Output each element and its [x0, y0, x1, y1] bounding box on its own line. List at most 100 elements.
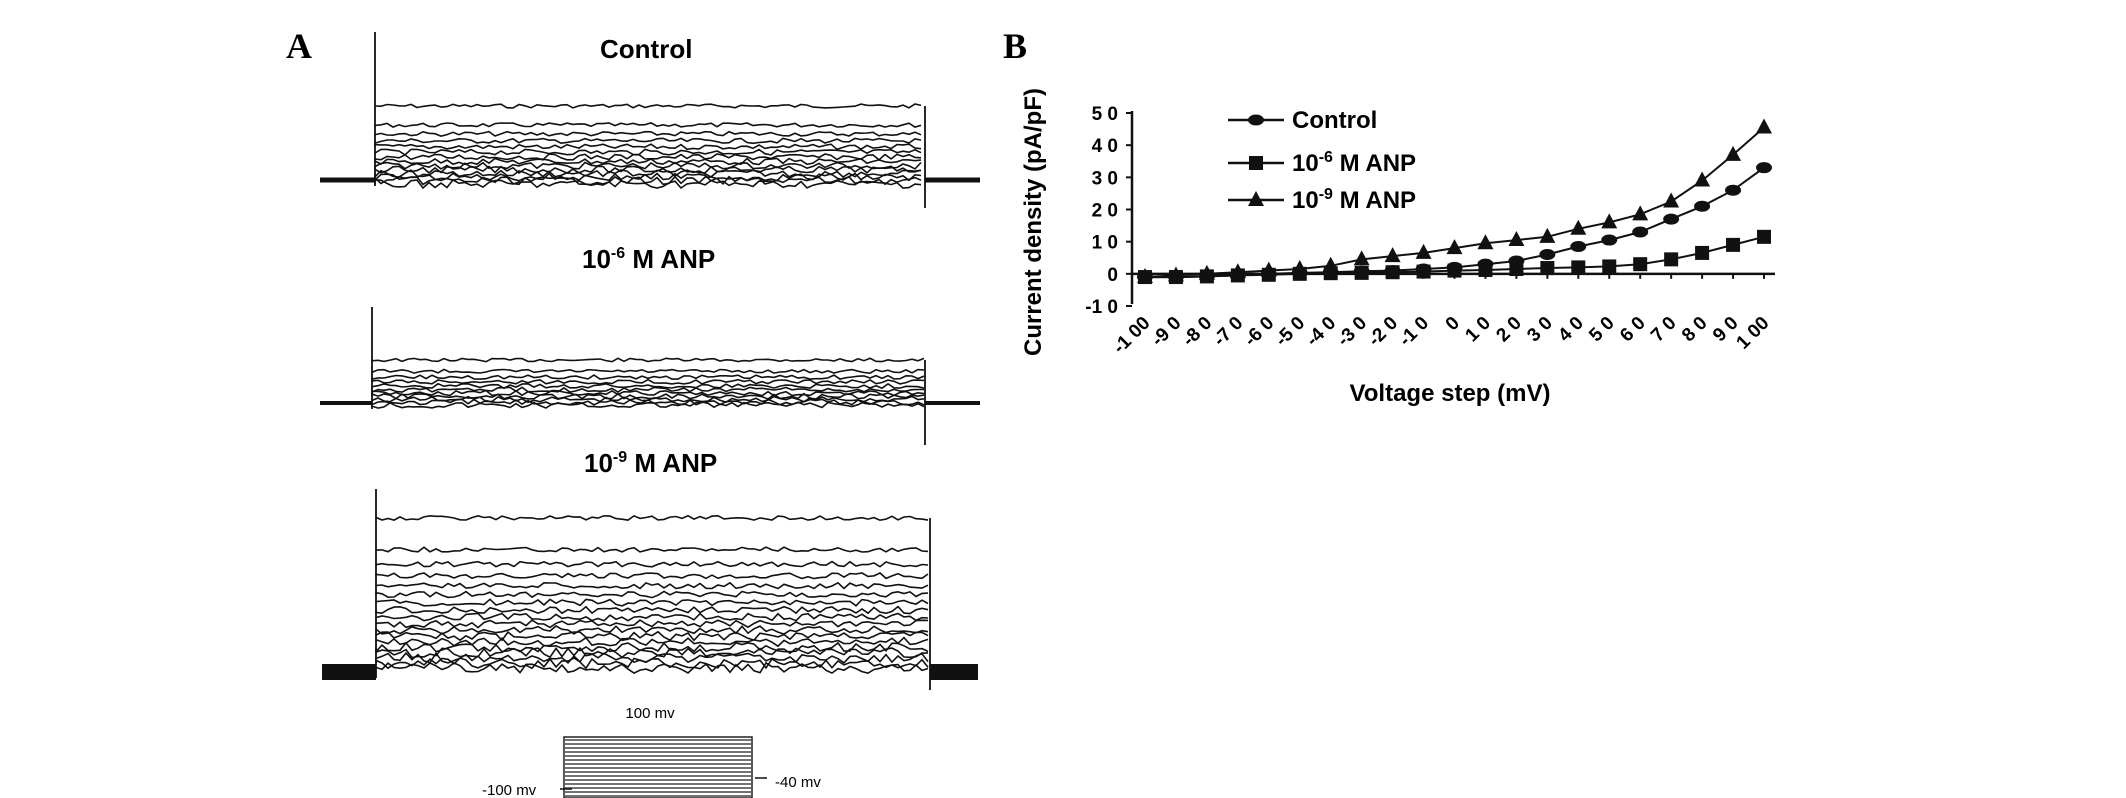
data-point-triangle	[1539, 227, 1556, 243]
chart-tick-labels: -1 001 02 03 04 05 0-1 00-9 0-8 0-7 0-6 …	[1085, 104, 1773, 358]
current-trace	[374, 157, 922, 166]
data-point-square	[1509, 262, 1524, 277]
current-trace	[375, 619, 929, 629]
trace-title-anp-9: 10-9 M ANP	[584, 448, 717, 478]
legend-marker-triangle	[1248, 191, 1264, 206]
current-traces-control	[320, 32, 980, 208]
data-point-triangle	[1198, 264, 1215, 280]
data-point-triangle	[1291, 260, 1308, 276]
trace-title-control: Control	[600, 34, 692, 64]
current-trace	[375, 636, 929, 648]
chart-legend: Control 10-6 M ANP 10-9 M ANP	[1228, 107, 1416, 214]
y-tick-label: 3 0	[1092, 168, 1118, 189]
data-point-square	[1695, 245, 1710, 260]
current-trace	[371, 374, 925, 381]
current-trace	[375, 661, 929, 675]
x-tick-label: -1 0	[1395, 313, 1433, 351]
x-tick-label: 8 0	[1678, 313, 1712, 347]
protocol-left-label: -100 mv	[482, 782, 537, 798]
current-trace	[375, 546, 929, 553]
current-trace	[374, 148, 922, 156]
panel-b-letter: B	[1003, 26, 1027, 66]
data-point-triangle	[1508, 231, 1525, 247]
x-tick-label: 4 0	[1554, 313, 1588, 347]
data-point-triangle	[1229, 263, 1246, 279]
y-axis-title: Current density (pA/pF)	[1020, 88, 1047, 356]
data-point-triangle	[1632, 205, 1649, 221]
current-trace	[375, 560, 929, 568]
data-point-triangle	[1137, 268, 1153, 284]
x-tick-label: 1 0	[1461, 313, 1495, 347]
x-tick-label: -8 0	[1178, 313, 1216, 351]
current-trace	[371, 386, 924, 394]
x-tick-label: -9 0	[1147, 313, 1185, 351]
chart-series	[1137, 118, 1772, 285]
panel-a-letter: A	[286, 26, 312, 66]
current-trace	[374, 165, 922, 175]
x-tick-label: -2 0	[1364, 313, 1402, 351]
data-point-triangle	[1756, 118, 1772, 134]
protocol-top-label: 100 mv	[625, 705, 675, 722]
current-trace	[375, 612, 929, 622]
current-traces-anp-9	[322, 489, 978, 690]
current-trace	[375, 514, 929, 522]
data-point-triangle	[1663, 192, 1680, 208]
y-tick-label: 0	[1107, 265, 1118, 286]
data-point-circle	[1694, 200, 1711, 212]
x-tick-label: 6 0	[1616, 313, 1650, 347]
current-trace	[371, 398, 925, 406]
data-point-square	[1354, 265, 1369, 280]
legend-label-anp-6: 10-6 M ANP	[1292, 149, 1416, 177]
y-tick-label: 2 0	[1092, 201, 1118, 222]
data-point-triangle	[1260, 261, 1277, 277]
data-point-circle	[1756, 162, 1772, 174]
data-point-triangle	[1694, 171, 1711, 187]
current-trace	[374, 172, 922, 182]
legend-marker-square	[1249, 156, 1263, 170]
data-point-square	[1633, 257, 1648, 272]
current-trace	[374, 103, 922, 109]
voltage-protocol: 100 mv -100 mv -40 mv	[482, 705, 821, 798]
iv-chart: -1 001 02 03 04 05 0-1 00-9 0-8 0-7 0-6 …	[1020, 88, 1775, 407]
x-axis-title: Voltage step (mV)	[1350, 380, 1551, 407]
current-trace	[371, 378, 925, 385]
data-point-square	[1726, 237, 1741, 252]
current-trace	[374, 122, 922, 128]
y-tick-label: -1 0	[1085, 297, 1118, 318]
series-2	[1137, 118, 1772, 284]
data-point-triangle	[1415, 243, 1432, 259]
x-tick-label: 2 0	[1492, 313, 1526, 347]
data-point-triangle	[1384, 247, 1401, 263]
data-point-square	[1540, 261, 1555, 276]
protocol-right-label: -40 mv	[775, 774, 821, 791]
legend-label-anp-9: 10-9 M ANP	[1292, 186, 1416, 214]
x-tick-label: -7 0	[1209, 313, 1247, 351]
data-point-square	[1385, 265, 1400, 280]
data-point-square	[1571, 260, 1586, 275]
current-trace	[371, 392, 925, 401]
x-tick-label: 1 00	[1733, 313, 1774, 354]
current-trace	[374, 178, 922, 190]
data-point-triangle	[1477, 234, 1494, 250]
data-point-square	[1757, 229, 1771, 244]
current-trace	[375, 657, 929, 670]
data-point-triangle	[1601, 213, 1618, 229]
data-point-triangle	[1570, 219, 1587, 235]
data-point-circle	[1725, 184, 1742, 196]
current-trace	[374, 130, 922, 137]
current-trace	[375, 630, 929, 642]
x-tick-label: 5 0	[1585, 313, 1619, 347]
current-trace	[375, 590, 929, 599]
y-tick-label: 5 0	[1092, 104, 1118, 125]
data-point-circle	[1539, 249, 1556, 261]
current-trace	[371, 389, 925, 397]
y-tick-label: 1 0	[1092, 233, 1118, 254]
current-trace	[371, 368, 925, 375]
x-tick-label: 3 0	[1523, 313, 1557, 347]
current-trace	[375, 581, 929, 590]
x-tick-label: -4 0	[1302, 313, 1340, 351]
y-tick-label: 4 0	[1092, 136, 1118, 157]
data-point-triangle	[1167, 266, 1184, 282]
legend-marker-circle	[1248, 114, 1264, 126]
